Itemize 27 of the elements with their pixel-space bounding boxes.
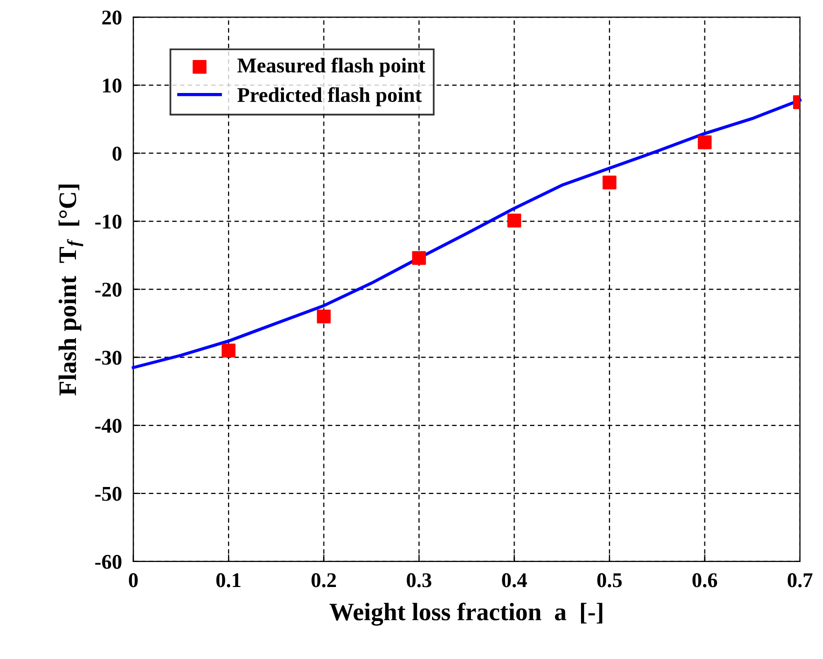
y-tick-label: 0 xyxy=(112,146,122,161)
x-tick-label: 0.2 xyxy=(312,573,336,588)
y-axis-title: Flash point T$_{f}$ [°C] xyxy=(58,184,84,396)
x-tick-label: 0.1 xyxy=(216,573,240,588)
x-tick-label: 0.6 xyxy=(692,573,718,588)
point xyxy=(602,176,616,190)
y-tick-label: -50 xyxy=(95,486,122,501)
y-tick-label: -20 xyxy=(95,282,122,297)
y-tick-label: 20 xyxy=(102,10,122,25)
x-tick-label: 0.3 xyxy=(406,573,432,588)
point xyxy=(507,214,522,228)
point xyxy=(412,251,426,265)
x-tick-label: 0.4 xyxy=(502,573,527,588)
y-tick-label: -60 xyxy=(95,554,122,569)
point xyxy=(222,344,236,358)
x-axis-title: Weight loss fraction a [-] xyxy=(330,602,602,626)
x-tick-label: 0.5 xyxy=(597,573,622,588)
legend-label: Measured flash point xyxy=(237,58,426,77)
y-tick-label: 10 xyxy=(103,78,122,93)
y-tick-label: -30 xyxy=(95,350,122,365)
y-tick-label: -40 xyxy=(95,418,122,433)
legend-label: Predicted flash point xyxy=(237,87,422,106)
point xyxy=(316,310,331,324)
point xyxy=(698,135,712,150)
x-tick-label: 0.7 xyxy=(788,573,812,588)
y-tick-label: -10 xyxy=(95,214,122,229)
x-tick-label: 0 xyxy=(128,573,138,588)
